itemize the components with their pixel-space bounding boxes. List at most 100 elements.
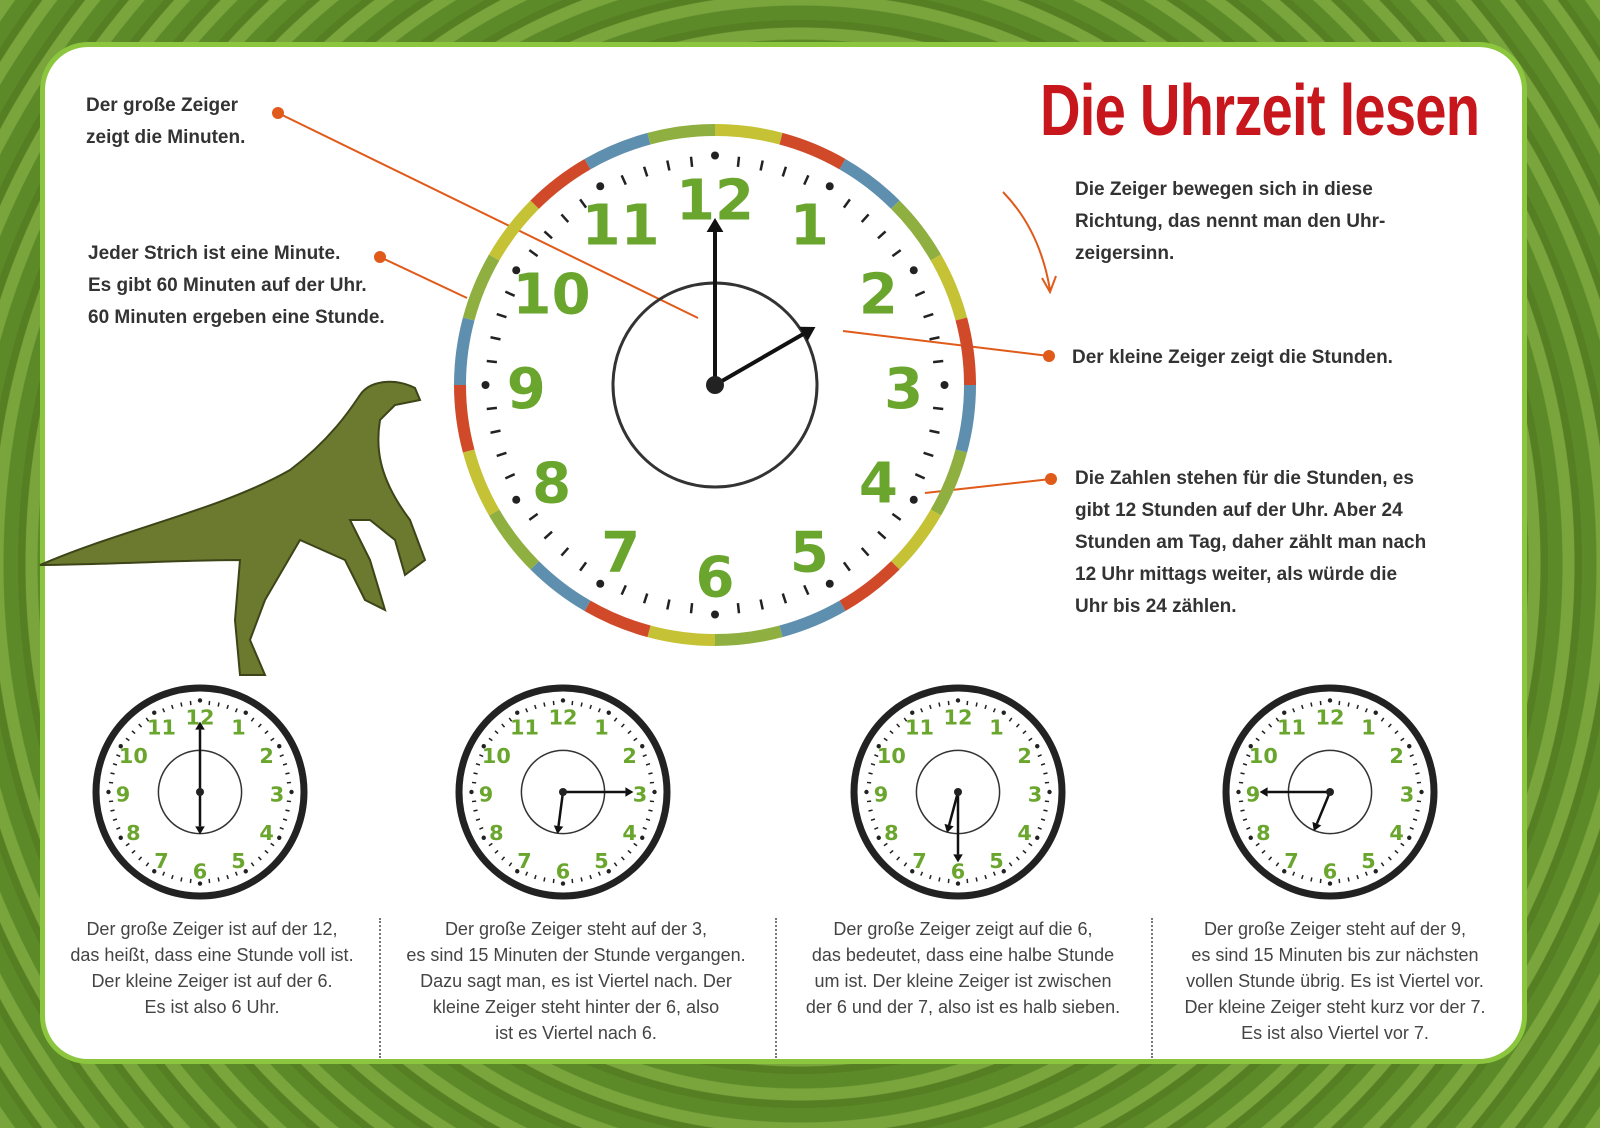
minute-tick	[842, 198, 851, 209]
minute-tick	[648, 772, 653, 775]
ring-segment	[714, 124, 783, 145]
minute-tick	[1400, 737, 1405, 742]
hour-number: 11	[905, 716, 934, 740]
minute-tick	[874, 826, 879, 830]
minute-tick	[162, 871, 166, 876]
caption-line: Es ist also Viertel vor 7.	[1241, 1023, 1429, 1043]
hour-dot	[1248, 744, 1253, 749]
hour-dot	[118, 835, 123, 840]
hour-dot	[1327, 698, 1333, 703]
minute-tick	[633, 737, 638, 742]
minute-tick	[488, 737, 493, 742]
minute-tick	[932, 359, 944, 364]
hour-dot	[481, 381, 490, 389]
hand-tip	[1312, 821, 1322, 832]
hour-number: 6	[695, 546, 734, 611]
hour-dot	[512, 495, 521, 504]
hour-dot	[515, 710, 520, 715]
hour-number: 1	[594, 716, 608, 740]
caption-line: das heißt, dass eine Stunde voll ist.	[70, 945, 354, 965]
hand-tip	[953, 854, 963, 863]
note-line: Die Zeiger bewegen sich in diese	[1075, 179, 1373, 200]
minute-tick	[889, 849, 894, 854]
minute-tick	[234, 708, 238, 713]
minute-tick	[1275, 717, 1280, 722]
minute-tick	[501, 856, 506, 861]
hour-number: 6	[193, 859, 207, 883]
hour-number: 9	[874, 782, 888, 806]
hand-tip	[799, 326, 816, 342]
minute-tick	[1037, 754, 1042, 758]
hour-number: 6	[951, 859, 965, 883]
minute-tick	[250, 862, 255, 867]
hour-hand	[947, 791, 960, 826]
minute-tick	[1040, 818, 1046, 821]
minute-tick	[689, 156, 694, 168]
minute-tick	[633, 842, 638, 847]
hour-dot	[909, 266, 918, 275]
pointer-line	[277, 112, 699, 319]
hour-hand	[714, 332, 805, 387]
annotation-pointers	[272, 107, 1057, 494]
hour-dot	[1035, 835, 1040, 840]
ring-segment	[584, 132, 651, 170]
hour-dot	[243, 710, 248, 715]
minute-tick	[889, 730, 894, 735]
minute-tick	[923, 451, 934, 458]
ring-segment	[955, 317, 976, 386]
hour-number: 5	[594, 849, 608, 873]
hour-dot	[277, 744, 282, 749]
center-pin	[1326, 788, 1334, 796]
hour-dot	[481, 835, 486, 840]
ring-segment	[530, 158, 591, 209]
hour-dot	[243, 869, 248, 874]
hour-dot	[512, 266, 521, 275]
caption-line: Der große Zeiger steht auf der 9,	[1203, 919, 1467, 939]
caption-line: der 6 und der 7, also ist es halb sieben…	[805, 997, 1121, 1017]
hour-number: 4	[1389, 821, 1403, 845]
hour-dot	[1282, 710, 1287, 715]
hour-dot	[560, 881, 566, 886]
minute-tick	[257, 856, 262, 861]
hour-number: 9	[479, 782, 493, 806]
caption-halb-sieben: Der große Zeiger zeigt auf die 6, das bed…	[778, 916, 1148, 1020]
minute-tick	[589, 874, 592, 880]
minute-tick	[543, 230, 553, 240]
note-ticks: Jeder Strich ist eine Minute. Es gibt 60 …	[88, 238, 385, 334]
minute-tick	[1409, 754, 1414, 758]
hour-dot	[910, 869, 915, 874]
hour-number: 3	[1028, 782, 1042, 806]
hour-number: 10	[1249, 744, 1278, 768]
hour-dot	[289, 789, 294, 795]
pointer-line	[842, 330, 1050, 357]
minute-tick	[666, 599, 671, 610]
hour-number: 11	[510, 716, 539, 740]
minute-tick	[534, 704, 537, 710]
note-line: Der kleine Zeiger zeigt die Stunden.	[1072, 347, 1393, 368]
note-line: Jeder Strich ist eine Minute.	[88, 243, 341, 264]
hour-number: 2	[859, 263, 898, 328]
minute-tick	[920, 871, 924, 876]
hour-hand	[1315, 791, 1332, 825]
minute-tick	[1415, 772, 1420, 775]
minute-tick	[923, 312, 934, 319]
minute-tick	[1292, 871, 1296, 876]
center-pin	[954, 788, 962, 796]
minute-tick	[490, 336, 501, 341]
minute-tick	[125, 737, 130, 742]
ring-segment	[930, 449, 968, 516]
ring-segment	[714, 625, 783, 646]
minute-tick	[508, 862, 513, 867]
minute-tick	[975, 702, 978, 707]
caption-line: das bedeutet, dass eine halbe Stunde	[811, 945, 1115, 965]
minute-tick	[1240, 772, 1245, 775]
hour-dot	[1248, 835, 1253, 840]
minute-tick	[1412, 763, 1418, 766]
minute-tick	[501, 723, 506, 728]
ring-segment	[779, 600, 846, 638]
minute-tick	[473, 809, 478, 812]
caption-line: vollen Stunde übrig. Es ist Viertel vor.	[1186, 971, 1484, 991]
hour-dot	[1419, 789, 1424, 795]
caption-line: es sind 15 Minuten der Stunde vergangen.	[406, 945, 746, 965]
